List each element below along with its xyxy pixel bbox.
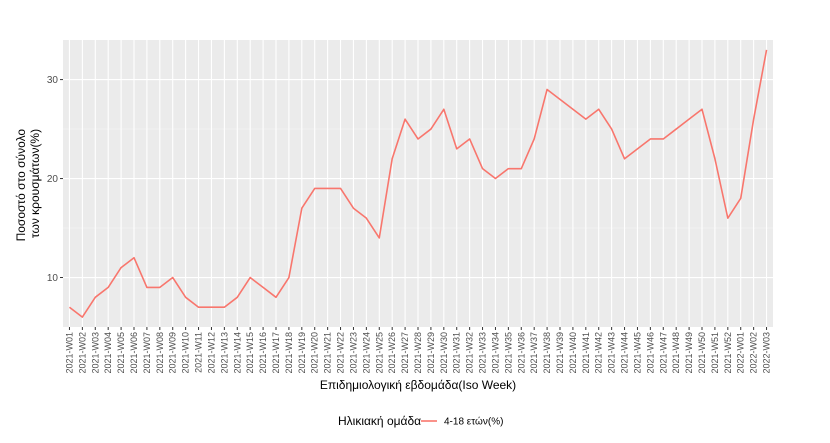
x-tick-label: 2021-W47	[658, 332, 668, 374]
y-axis-title-line-2: των κρουσμάτων(%)	[28, 129, 42, 238]
y-axis-ticks: 10 20 30	[47, 75, 63, 284]
x-tick-label: 2021-W40	[568, 332, 578, 374]
x-tick-label: 2021-W33	[478, 332, 488, 374]
x-tick-label: 2021-W50	[697, 332, 707, 374]
x-tick-label: 2021-W22	[336, 332, 346, 374]
x-tick-label: 2021-W23	[348, 332, 358, 374]
x-tick-label: 2021-W07	[142, 332, 152, 374]
y-tick-label: 20	[47, 174, 59, 185]
x-tick-label: 2021-W25	[374, 332, 384, 374]
x-tick-label: 2021-W38	[542, 332, 552, 374]
x-tick-label: 2021-W27	[400, 332, 410, 374]
y-tick-label: 10	[47, 273, 59, 284]
x-tick-label: 2021-W05	[116, 332, 126, 374]
x-tick-label: 2021-W13	[219, 332, 229, 374]
x-tick-label: 2021-W21	[323, 332, 333, 374]
y-axis-title: Ποσοστό στο σύνολο των κρουσμάτων(%)	[14, 126, 42, 242]
x-axis-title: Επιδημιολογική εβδομάδα(Iso Week)	[320, 378, 516, 392]
x-tick-label: 2021-W43	[607, 332, 617, 374]
x-tick-label: 2021-W51	[710, 332, 720, 374]
x-tick-label: 2021-W04	[103, 332, 113, 374]
x-tick-label: 2021-W14	[232, 332, 242, 374]
legend: Ηλικιακή ομάδα 4-18 ετών(%)	[338, 414, 503, 428]
series-line	[68, 49, 768, 318]
x-tick-label: 2021-W48	[671, 332, 681, 374]
x-tick-label: 2021-W01	[64, 332, 74, 374]
x-tick-label: 2021-W11	[194, 332, 204, 373]
y-tick-label: 30	[47, 75, 59, 86]
y-axis-title-line-1: Ποσοστό στο σύνολο	[14, 129, 28, 242]
x-tick-label: 2021-W32	[465, 332, 475, 374]
x-tick-label: 2021-W45	[632, 332, 642, 374]
x-axis-ticks: 2021-W01 2021-W02 2021-W03 2021-W04 2021-W05…	[64, 327, 772, 374]
series-layer	[68, 49, 768, 318]
x-tick-label: 2021-W17	[271, 332, 281, 374]
x-tick-label: 2021-W26	[387, 332, 397, 374]
x-tick-label: 2021-W10	[181, 332, 191, 374]
x-tick-label: 2021-W31	[452, 332, 462, 374]
x-tick-label: 2022-W03	[762, 332, 772, 374]
x-tick-label: 2021-W16	[258, 332, 268, 374]
x-tick-label: 2021-W37	[529, 332, 539, 374]
x-tick-label: 2021-W08	[155, 332, 165, 374]
x-tick-label: 2021-W15	[245, 332, 255, 374]
x-tick-label: 2021-W44	[620, 332, 630, 374]
x-tick-label: 2021-W28	[413, 332, 423, 374]
x-tick-label: 2021-W39	[555, 332, 565, 374]
x-tick-label: 2021-W46	[645, 332, 655, 374]
x-tick-label: 2021-W36	[516, 332, 526, 374]
x-tick-label: 2021-W03	[90, 332, 100, 374]
legend-title: Ηλικιακή ομάδα	[338, 414, 421, 428]
x-tick-label: 2021-W20	[310, 332, 320, 374]
x-tick-label: 2021-W41	[581, 332, 591, 374]
x-tick-label: 2021-W49	[684, 332, 694, 374]
x-tick-label: 2021-W52	[723, 332, 733, 374]
x-tick-label: 2021-W02	[77, 332, 87, 374]
x-tick-label: 2021-W42	[594, 332, 604, 374]
x-tick-label: 2021-W24	[361, 332, 371, 374]
x-tick-label: 2021-W19	[297, 332, 307, 374]
legend-series-label: 4-18 ετών(%)	[444, 416, 503, 428]
grid-major	[63, 40, 773, 327]
x-tick-label: 2021-W30	[439, 332, 449, 374]
x-tick-label: 2022-W01	[736, 332, 746, 374]
x-tick-label: 2021-W06	[129, 332, 139, 374]
x-tick-label: 2021-W35	[503, 332, 513, 374]
x-tick-label: 2021-W09	[168, 332, 178, 374]
x-tick-label: 2021-W29	[426, 332, 436, 374]
x-tick-label: 2021-W18	[284, 332, 294, 374]
x-tick-label: 2021-W34	[490, 332, 500, 374]
x-tick-label: 2021-W12	[206, 332, 216, 374]
x-tick-label: 2022-W02	[749, 332, 759, 374]
